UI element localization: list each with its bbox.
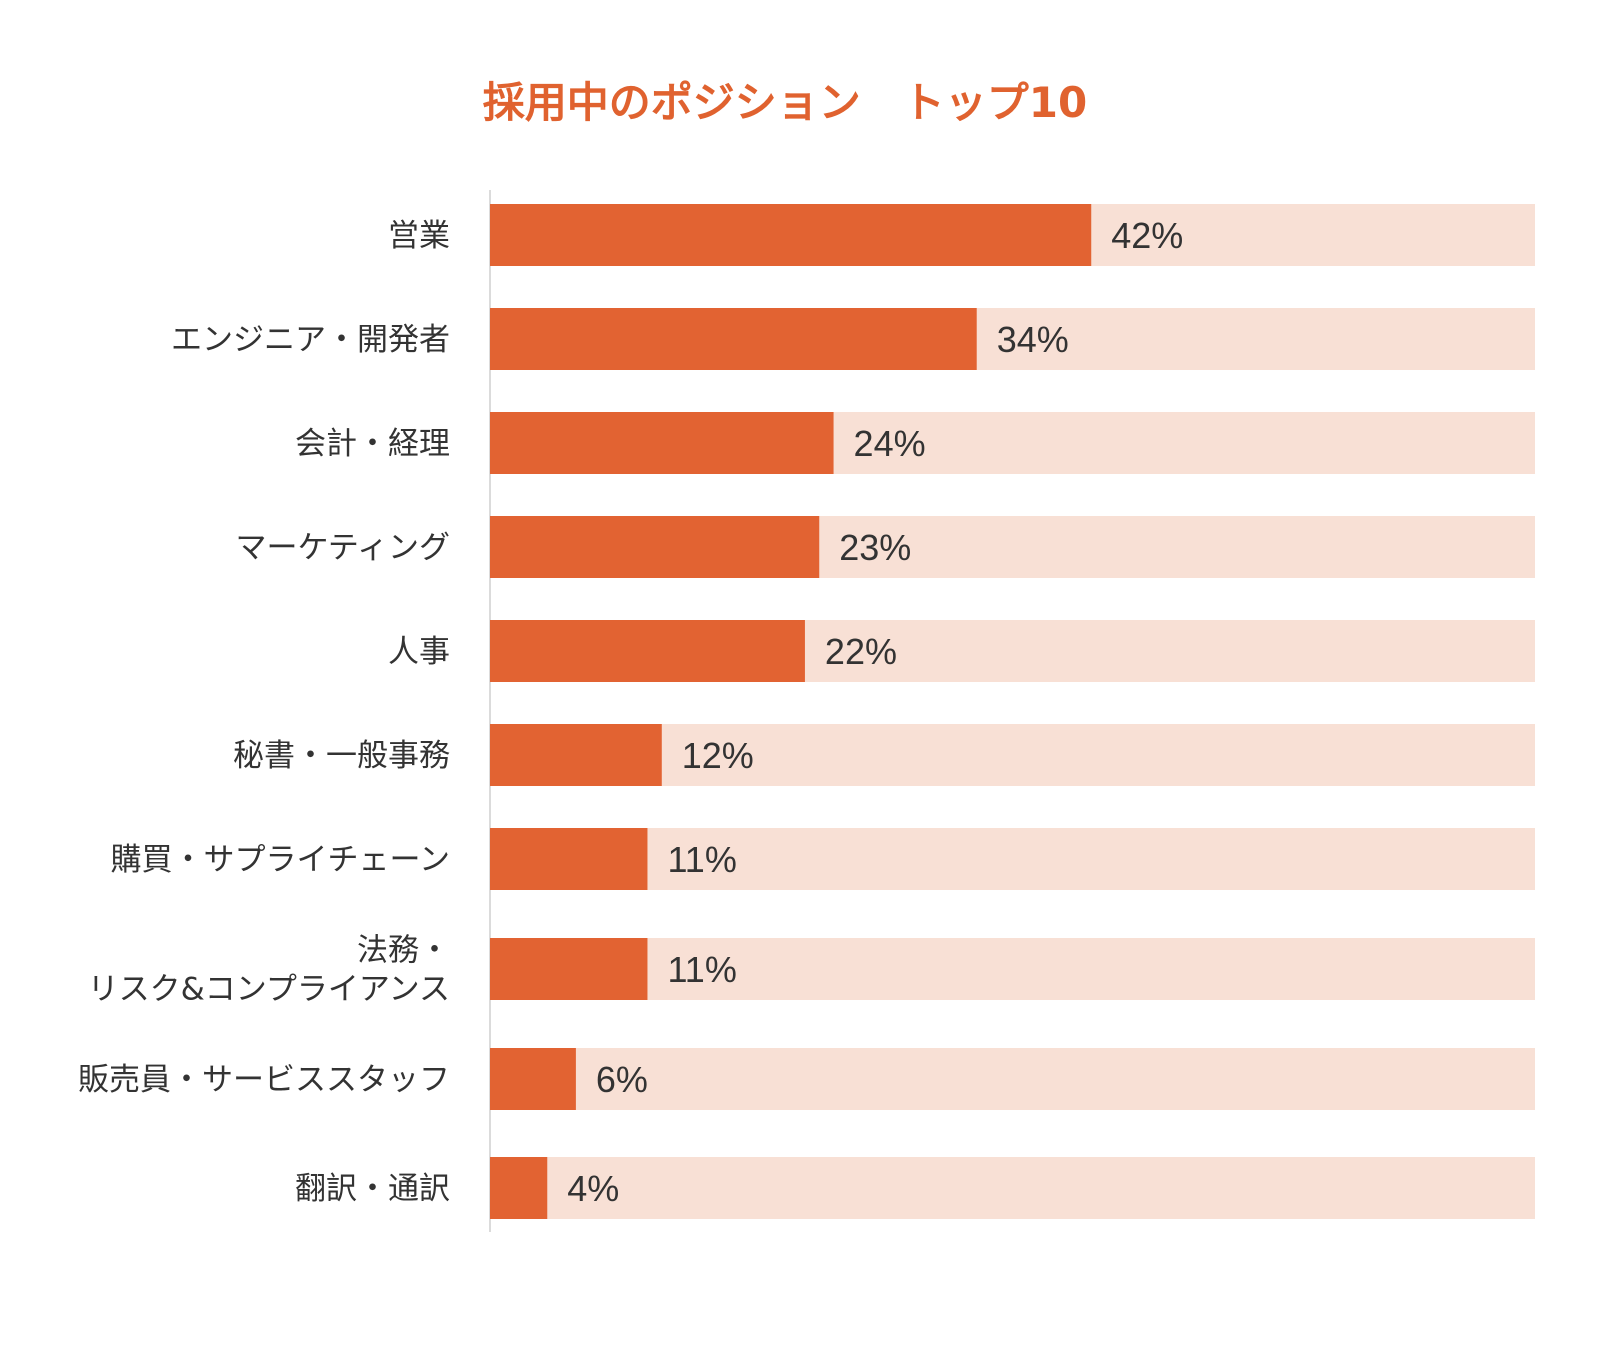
bar — [490, 828, 648, 890]
category-label: 法務・ — [357, 933, 450, 969]
category-label: 秘書・一般事務 — [233, 738, 450, 774]
value-label: 11% — [667, 839, 736, 880]
value-label: 22% — [825, 631, 897, 672]
bar-track — [490, 724, 1535, 786]
value-label: 6% — [596, 1059, 648, 1100]
bar-track — [490, 1157, 1535, 1219]
bars-group: 42% 営業 34% エンジニア・開発者 24% 会計・経理 23% マーケティング 22% 人事… — [78, 204, 1535, 1219]
value-label: 11% — [667, 949, 736, 990]
category-label: 翻訳・通訳 — [295, 1171, 450, 1207]
value-label: 24% — [854, 423, 926, 464]
category-label: 購買・サプライチェーン — [111, 842, 450, 878]
category-label: リスク&コンプライアンス — [88, 972, 450, 1008]
bar — [490, 1157, 548, 1219]
category-label: 営業 — [388, 218, 450, 254]
bar — [490, 204, 1092, 266]
bar-track — [490, 938, 1535, 1000]
category-label: エンジニア・開発者 — [171, 322, 450, 358]
value-label: 4% — [567, 1168, 619, 1209]
bar-track — [490, 828, 1535, 890]
chart-title: 採用中のポジション トップ10 — [483, 78, 1087, 127]
value-label: 34% — [997, 319, 1069, 360]
bar-track — [490, 1048, 1535, 1110]
bar — [490, 724, 662, 786]
value-label: 42% — [1111, 215, 1183, 256]
bar — [490, 516, 820, 578]
value-label: 12% — [682, 735, 754, 776]
bar — [490, 308, 977, 370]
bar — [490, 1048, 576, 1110]
bar — [490, 412, 834, 474]
value-label: 23% — [839, 527, 911, 568]
category-label: 人事 — [388, 634, 450, 670]
bar — [490, 938, 648, 1000]
category-label: 販売員・サービススタッフ — [78, 1062, 450, 1098]
category-label: マーケティング — [235, 530, 450, 566]
category-label: 会計・経理 — [295, 426, 450, 462]
bar — [490, 620, 805, 682]
